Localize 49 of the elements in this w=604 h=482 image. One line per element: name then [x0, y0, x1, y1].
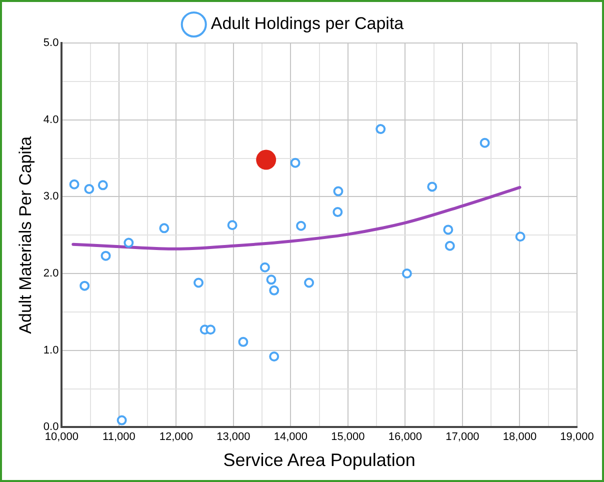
- x-axis-title: Service Area Population: [223, 450, 416, 470]
- point: [269, 285, 280, 296]
- point: [290, 158, 300, 168]
- y-tick-label: 5.0: [43, 37, 59, 50]
- point: [256, 150, 276, 170]
- line-series: [72, 186, 522, 250]
- point: [84, 184, 94, 194]
- point: [260, 262, 270, 272]
- point: [296, 220, 306, 231]
- y-tick-label: 1.0: [43, 344, 59, 356]
- point: [238, 336, 248, 347]
- point: [480, 138, 490, 148]
- x-tick-label: 13,000: [216, 430, 250, 443]
- x-tick-label: 14,000: [274, 430, 308, 443]
- point: [80, 280, 90, 291]
- y-tick-label: 2.0: [43, 268, 59, 280]
- point: [206, 324, 216, 335]
- point: [116, 415, 127, 426]
- point: [124, 238, 134, 248]
- point: [159, 223, 170, 234]
- point: [100, 250, 111, 261]
- point: [227, 220, 238, 230]
- point: [269, 352, 280, 362]
- x-tick-label: 15,000: [331, 430, 365, 443]
- x-tick-label: 10,000: [44, 430, 79, 443]
- x-tick-label: 18,000: [502, 430, 537, 443]
- x-tick-label: 11,000: [102, 430, 136, 443]
- y-axis-title: Adult Materials Per Capita: [16, 136, 35, 334]
- y-tick-label: 4.0: [43, 114, 59, 126]
- x-tick-label: 16,000: [388, 430, 422, 443]
- point: [427, 182, 438, 192]
- legend-label: Adult Holdings per Capita: [210, 14, 404, 34]
- point: [443, 224, 454, 235]
- point: [332, 207, 343, 218]
- point: [444, 240, 455, 251]
- x-tick-label: 17,000: [446, 430, 480, 443]
- point: [402, 268, 412, 279]
- y-tick-label: 3.0: [43, 190, 59, 203]
- point: [69, 179, 80, 190]
- point: [376, 124, 386, 134]
- point: [304, 278, 314, 288]
- point: [333, 186, 344, 196]
- x-tick-label: 12,000: [159, 430, 194, 443]
- point: [194, 278, 204, 288]
- y-tick-label: 0.0: [43, 421, 59, 434]
- x-tick-label: 19,000: [560, 430, 594, 443]
- point: [98, 180, 108, 190]
- point: [515, 232, 526, 242]
- point: [266, 274, 276, 285]
